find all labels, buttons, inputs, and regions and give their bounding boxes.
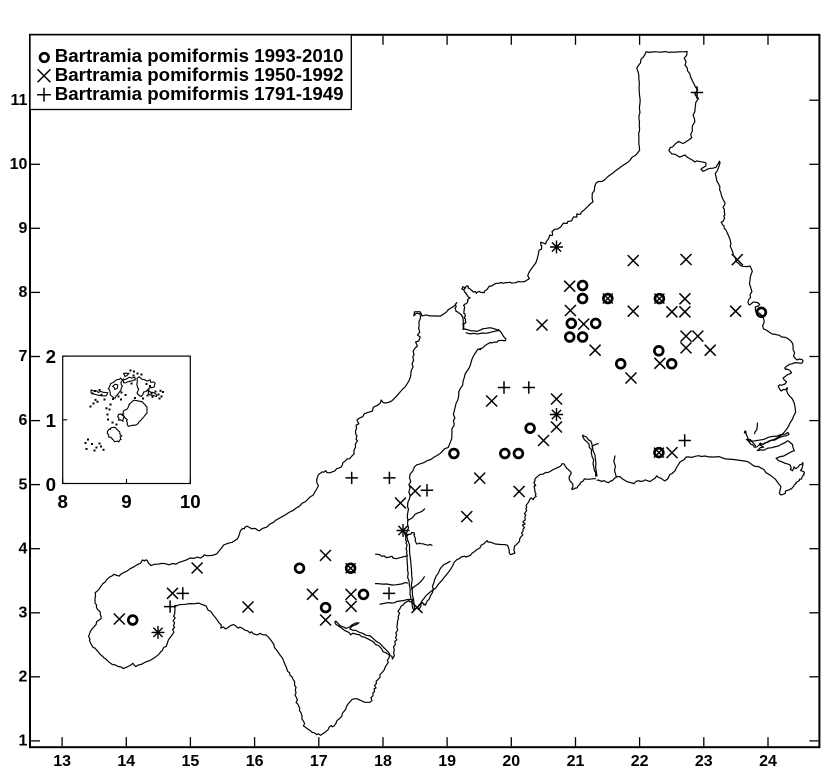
svg-text:15: 15: [182, 753, 200, 768]
svg-text:18: 18: [374, 753, 392, 768]
svg-text:Bartramia pomiformis 1791-1949: Bartramia pomiformis 1791-1949: [55, 83, 344, 104]
svg-text:10: 10: [10, 156, 28, 173]
svg-text:14: 14: [117, 753, 135, 768]
svg-text:21: 21: [567, 753, 585, 768]
svg-text:3: 3: [18, 605, 27, 622]
svg-text:8: 8: [18, 284, 27, 301]
svg-text:24: 24: [759, 753, 777, 768]
svg-text:2: 2: [46, 346, 56, 367]
svg-text:7: 7: [18, 348, 27, 365]
svg-text:0: 0: [46, 474, 56, 495]
svg-text:4: 4: [18, 540, 27, 557]
svg-text:9: 9: [121, 491, 131, 512]
svg-text:1: 1: [46, 410, 56, 431]
svg-text:10: 10: [180, 491, 201, 512]
svg-text:5: 5: [18, 476, 27, 493]
svg-text:2: 2: [18, 669, 27, 686]
svg-text:9: 9: [18, 220, 27, 237]
svg-text:11: 11: [10, 92, 27, 109]
svg-text:16: 16: [246, 753, 264, 768]
svg-text:22: 22: [631, 753, 649, 768]
svg-text:13: 13: [53, 753, 71, 768]
svg-text:23: 23: [695, 753, 713, 768]
svg-text:1: 1: [18, 733, 27, 750]
svg-text:8: 8: [57, 491, 67, 512]
svg-text:17: 17: [310, 753, 328, 768]
svg-text:6: 6: [18, 412, 27, 429]
svg-text:Bartramia pomiformis 1993-2010: Bartramia pomiformis 1993-2010: [55, 45, 344, 66]
svg-text:20: 20: [502, 753, 520, 768]
svg-text:Bartramia pomiformis 1950-1992: Bartramia pomiformis 1950-1992: [55, 64, 344, 85]
svg-text:19: 19: [438, 753, 456, 768]
